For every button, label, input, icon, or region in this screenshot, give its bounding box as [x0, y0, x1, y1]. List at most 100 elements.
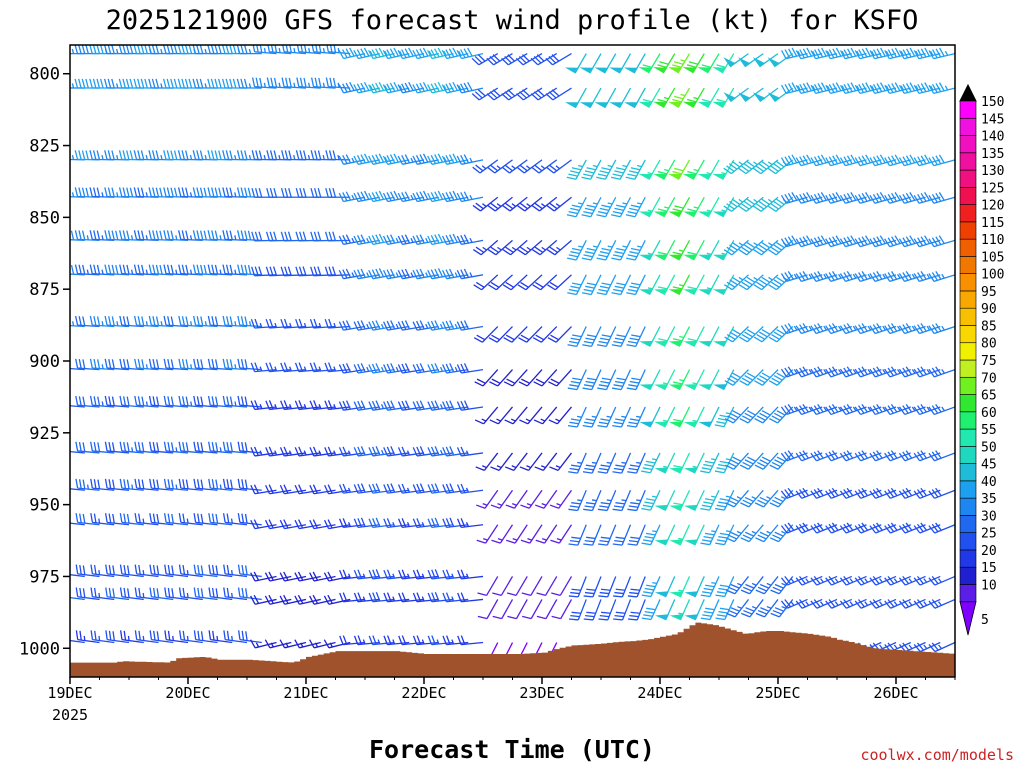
wind-barb	[296, 77, 321, 89]
barb-flag	[368, 84, 374, 94]
barb-flag	[806, 47, 812, 57]
barb-flag	[313, 318, 318, 328]
barb-flag	[487, 249, 497, 256]
barb-staff	[800, 52, 823, 60]
barb-half-flag	[145, 154, 148, 160]
barb-flag	[568, 173, 578, 177]
barb-half-flag	[98, 570, 101, 575]
barb-flag	[825, 525, 832, 534]
barb-flag	[126, 565, 130, 575]
barb-flag	[122, 230, 127, 240]
barb-half-flag	[849, 578, 854, 583]
barb-flag	[200, 631, 204, 641]
wind-barb	[825, 575, 853, 586]
barb-flag	[200, 359, 204, 369]
barb-flag	[240, 187, 244, 197]
terrain-fill	[70, 622, 955, 677]
barb-half-flag	[278, 47, 281, 53]
wind-barb	[795, 366, 823, 378]
wind-barb	[457, 592, 484, 603]
barb-staff	[328, 158, 351, 161]
wind-barb	[279, 446, 307, 457]
barb-flag	[887, 272, 894, 281]
wind-barb	[639, 240, 661, 261]
barb-flag	[64, 230, 66, 239]
barb-flag	[269, 188, 274, 198]
barb-flag	[386, 518, 392, 528]
barb-flag	[756, 333, 766, 340]
barb-flag	[53, 316, 55, 325]
barb-half-flag	[421, 639, 425, 645]
wind-barb	[825, 487, 852, 499]
barb-flag	[460, 154, 466, 164]
barb-flag	[123, 441, 127, 452]
barb-staff	[416, 274, 439, 280]
barb-flag	[876, 236, 883, 245]
barb-staff	[298, 86, 321, 89]
wind-barb	[134, 513, 159, 526]
wind-barb	[427, 400, 454, 411]
wind-barb	[623, 53, 646, 74]
barb-staff	[431, 452, 454, 457]
barb-pennant	[668, 173, 683, 180]
barb-flag	[506, 378, 516, 384]
barb-flag	[386, 235, 392, 244]
barb-flag	[75, 513, 79, 523]
barb-flag	[126, 359, 130, 369]
barb-flag	[92, 78, 97, 89]
barb-flag	[251, 77, 256, 87]
barb-staff	[748, 524, 764, 543]
barb-staff	[530, 576, 543, 596]
barb-flag	[890, 404, 898, 413]
barb-flag	[81, 45, 86, 54]
barb-staff	[497, 406, 513, 425]
barb-flag	[611, 292, 621, 296]
wind-barb	[382, 234, 410, 246]
barb-flag	[53, 231, 55, 240]
barb-flag	[441, 192, 448, 202]
barb-flag	[375, 154, 381, 164]
barb-staff	[402, 274, 425, 280]
barb-half-flag	[926, 369, 931, 374]
barb-staff	[372, 52, 395, 60]
wind-barb	[723, 53, 749, 68]
barb-flag	[802, 404, 809, 413]
barb-half-flag	[288, 404, 292, 409]
wind-barb	[753, 326, 779, 343]
barb-flag	[397, 50, 404, 59]
barb-half-flag	[116, 154, 119, 160]
barb-flag	[357, 483, 363, 493]
wind-barb	[279, 484, 307, 495]
barb-flag	[74, 78, 79, 89]
barb-flag	[211, 230, 215, 240]
barb-pennant	[682, 101, 697, 108]
barb-half-flag	[451, 573, 455, 579]
wind-barb	[611, 240, 632, 261]
barb-flag	[846, 271, 853, 280]
barb-flag	[641, 507, 651, 511]
barb-flag	[657, 170, 668, 175]
barb-staff	[195, 596, 218, 601]
barb-flag	[229, 264, 233, 275]
barb-flag	[491, 539, 501, 544]
barb-flag	[776, 198, 785, 205]
barb-flag	[368, 447, 374, 457]
barb-half-flag	[541, 203, 546, 207]
barb-half-flag	[421, 521, 425, 527]
barb-flag	[817, 323, 824, 332]
barb-flag	[382, 155, 389, 165]
wind-barb	[163, 478, 189, 491]
colorbar-tick-label: 10	[981, 578, 997, 593]
barb-staff	[860, 325, 882, 335]
barb-flag	[90, 441, 93, 452]
barb-flag	[401, 446, 407, 456]
barb-staff	[195, 638, 218, 644]
barb-flag	[133, 315, 138, 326]
wind-barb	[928, 575, 955, 586]
barb-flag	[924, 47, 930, 57]
wind-barb	[839, 192, 867, 204]
barb-flag	[825, 368, 832, 378]
barb-flag	[437, 153, 444, 163]
barb-flag	[108, 396, 112, 406]
barb-flag	[673, 502, 683, 506]
